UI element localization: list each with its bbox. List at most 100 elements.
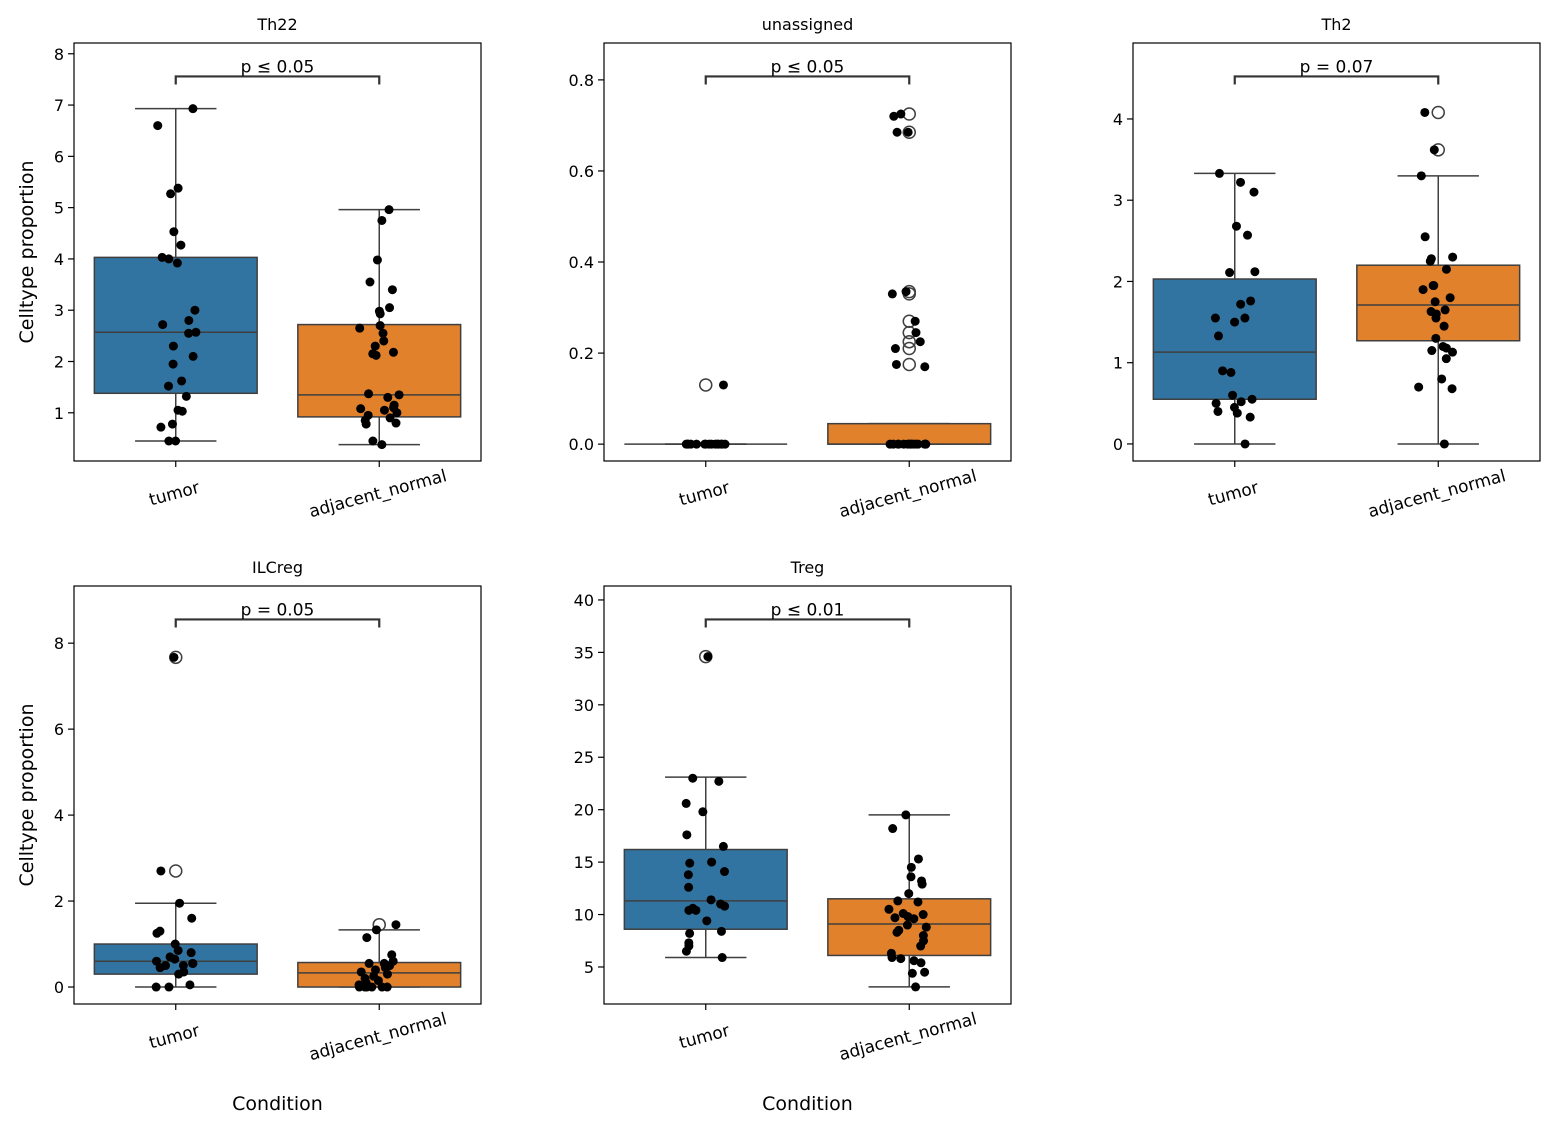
y-tick-label: 3 [1113, 191, 1123, 210]
strip-point [913, 897, 923, 907]
strip-point [391, 920, 401, 930]
strip-point [1418, 285, 1428, 295]
strip-point [1210, 313, 1220, 323]
y-tick-label: 40 [574, 591, 594, 610]
strip-point [184, 328, 194, 338]
strip-point [1448, 252, 1458, 262]
panel: ILCreg 0 2 4 6 8 Celltype proportion Condition t… [16, 558, 482, 1115]
strip-point [1243, 230, 1253, 240]
strip-point [1437, 374, 1447, 384]
p-value-annotation: p ≤ 0.05 [771, 57, 845, 77]
strip-point [904, 889, 914, 899]
strip-point [907, 968, 917, 978]
strip-point [714, 776, 724, 786]
strip-point [164, 436, 174, 446]
strip-point [1416, 171, 1426, 181]
strip-point [377, 982, 387, 992]
strip-point [1445, 293, 1455, 303]
strip-point [901, 287, 911, 297]
strip-point [1429, 145, 1439, 155]
strip-point [906, 872, 916, 882]
strip-point [1439, 321, 1449, 331]
strip-point [1430, 297, 1440, 307]
strip-point [377, 215, 387, 225]
outlier [902, 341, 916, 356]
strip-point [185, 980, 195, 990]
strip-point [177, 376, 187, 386]
strip-point [681, 798, 691, 808]
strip-point [1440, 305, 1450, 315]
strip-point [379, 336, 389, 346]
strip-point [170, 954, 180, 964]
strip-point [188, 104, 198, 114]
strip-point [1213, 331, 1223, 341]
y-tick-label: 2 [1113, 272, 1123, 291]
strip-point [681, 439, 691, 449]
strip-point [164, 982, 174, 992]
outlier [902, 357, 916, 372]
strip-point [911, 982, 921, 992]
strip-point [716, 926, 726, 936]
strip-point [920, 967, 930, 977]
y-axis-label: Celltype proportion [16, 704, 38, 887]
strip-point [176, 240, 186, 250]
strip-point [385, 303, 395, 313]
strip-point [191, 327, 201, 337]
strip-point [1447, 384, 1457, 394]
strip-point [382, 969, 392, 979]
x-tick-label: tumor [147, 478, 202, 511]
y-tick-label: 35 [574, 643, 594, 662]
axes-frame [603, 42, 1012, 462]
strip-point [1214, 168, 1224, 178]
strip-point [909, 914, 919, 924]
strip-point [188, 351, 198, 361]
strip-point [684, 905, 694, 915]
strip-point [885, 439, 895, 449]
strip-point [1425, 256, 1435, 266]
panel-title: ILCreg [252, 558, 303, 577]
strip-point [685, 928, 695, 938]
box [623, 848, 788, 930]
y-axis-label: Celltype proportion [16, 161, 38, 344]
y-tick-label: 10 [574, 906, 594, 925]
y-tick-label: 6 [54, 147, 64, 166]
strip-point [164, 381, 174, 391]
y-tick-label: 5 [584, 958, 594, 977]
strip-point [177, 406, 187, 416]
y-tick-label: 0.0 [569, 435, 594, 454]
strip-point [913, 854, 923, 864]
strip-point [892, 927, 902, 937]
strip-point [172, 258, 182, 268]
strip-point [156, 422, 166, 432]
strip-point [164, 254, 174, 264]
strip-point [392, 408, 402, 418]
outlier [1431, 105, 1445, 120]
outlier [169, 864, 183, 878]
significance-bracket [174, 75, 381, 85]
strip-point [1230, 317, 1240, 327]
strip-point [375, 321, 385, 331]
strip-point [156, 866, 166, 876]
strip-point [921, 922, 931, 932]
y-tick-label: 1 [1113, 354, 1123, 373]
strip-point [906, 862, 916, 872]
x-tick-label: adjacent_normal [837, 466, 979, 522]
strip-point [901, 810, 911, 820]
x-tick-label: adjacent_normal [1366, 466, 1508, 522]
x-tick-label: tumor [147, 1021, 202, 1054]
strip-point [190, 305, 200, 315]
strip-point [702, 916, 712, 926]
y-tick-label: 4 [54, 806, 64, 825]
strip-point [1441, 354, 1451, 364]
strip-point [391, 418, 401, 428]
p-value-annotation: p = 0.05 [241, 600, 315, 620]
panel-title: Th22 [256, 15, 297, 34]
axes-frame [73, 585, 482, 1005]
strip-point [365, 277, 375, 287]
strip-point [384, 205, 394, 215]
strip-point [682, 830, 692, 840]
strip-point [375, 309, 385, 319]
strip-point [1213, 406, 1223, 416]
outlier [699, 378, 713, 392]
